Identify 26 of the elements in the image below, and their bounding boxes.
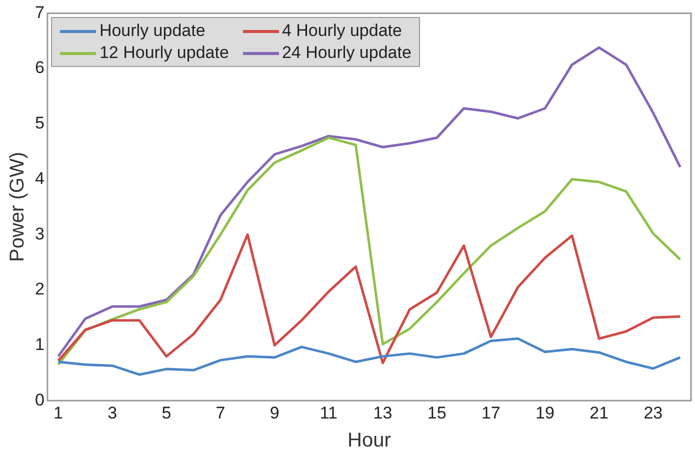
legend-label: Hourly update bbox=[99, 21, 206, 42]
x-tick-label: 13 bbox=[373, 403, 392, 422]
y-tick-label: 6 bbox=[34, 58, 44, 78]
x-tick-label: 3 bbox=[108, 403, 118, 422]
y-tick-label: 1 bbox=[34, 334, 44, 354]
x-tick-label: 17 bbox=[481, 403, 500, 422]
x-tick-label: 19 bbox=[536, 403, 554, 422]
x-tick-label: 1 bbox=[54, 403, 64, 422]
y-tick-label: 5 bbox=[34, 114, 44, 133]
x-tick-label: 5 bbox=[162, 403, 172, 422]
y-tick-label: 3 bbox=[34, 224, 44, 244]
y-tick-label: 2 bbox=[34, 280, 44, 299]
y-axis-title: Power (GW) bbox=[6, 152, 29, 262]
x-tick-label: 9 bbox=[270, 403, 280, 422]
legend-label: 12 Hourly update bbox=[99, 43, 229, 64]
legend-label: 24 Hourly update bbox=[282, 43, 412, 64]
x-tick-label: 21 bbox=[590, 403, 609, 422]
x-axis-title: Hour bbox=[348, 430, 392, 452]
x-tick-label: 15 bbox=[427, 403, 446, 422]
x-tick-label: 11 bbox=[320, 403, 338, 422]
x-tick-label: 7 bbox=[216, 403, 226, 422]
y-tick-label: 7 bbox=[34, 2, 44, 22]
legend-label: 4 Hourly update bbox=[282, 21, 402, 42]
y-tick-label: 4 bbox=[34, 168, 44, 188]
x-tick-label: 23 bbox=[644, 403, 663, 422]
y-tick-label: 0 bbox=[34, 390, 44, 410]
